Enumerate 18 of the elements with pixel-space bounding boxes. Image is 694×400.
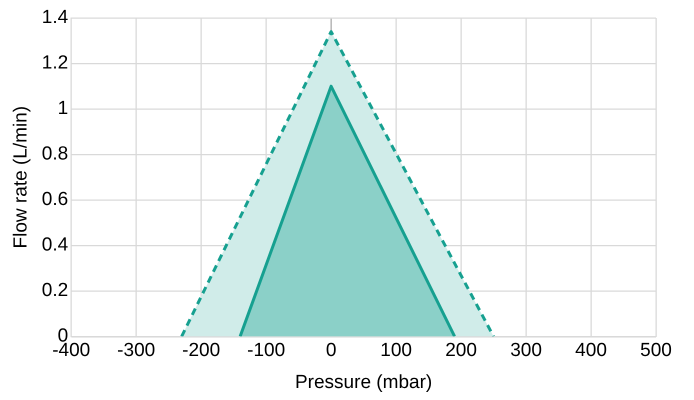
x-tick-label: -100	[247, 340, 286, 362]
y-tick-label: 1.2	[42, 52, 68, 74]
x-tick-label: -200	[182, 340, 220, 362]
y-tick-label: 0.2	[42, 280, 68, 302]
x-tick-label: 500	[640, 340, 672, 362]
x-tick-label: 100	[380, 340, 412, 362]
y-tick-label: 0.6	[42, 189, 68, 210]
y-tick-label: 0.4	[42, 234, 69, 256]
x-tick-label: 200	[445, 340, 477, 362]
y-tick-label: 1.4	[42, 7, 69, 28]
y-axis-title: Flow rate (L/min)	[10, 106, 32, 248]
x-tick-label: 300	[510, 340, 542, 362]
x-axis-title: Pressure (mbar)	[294, 372, 432, 393]
x-tick-label: 0	[326, 340, 336, 362]
y-tick-label: 0.8	[42, 144, 68, 165]
x-tick-label: -300	[117, 340, 156, 362]
y-tick-label: 1	[58, 98, 68, 120]
x-tick-label: 400	[575, 340, 607, 362]
